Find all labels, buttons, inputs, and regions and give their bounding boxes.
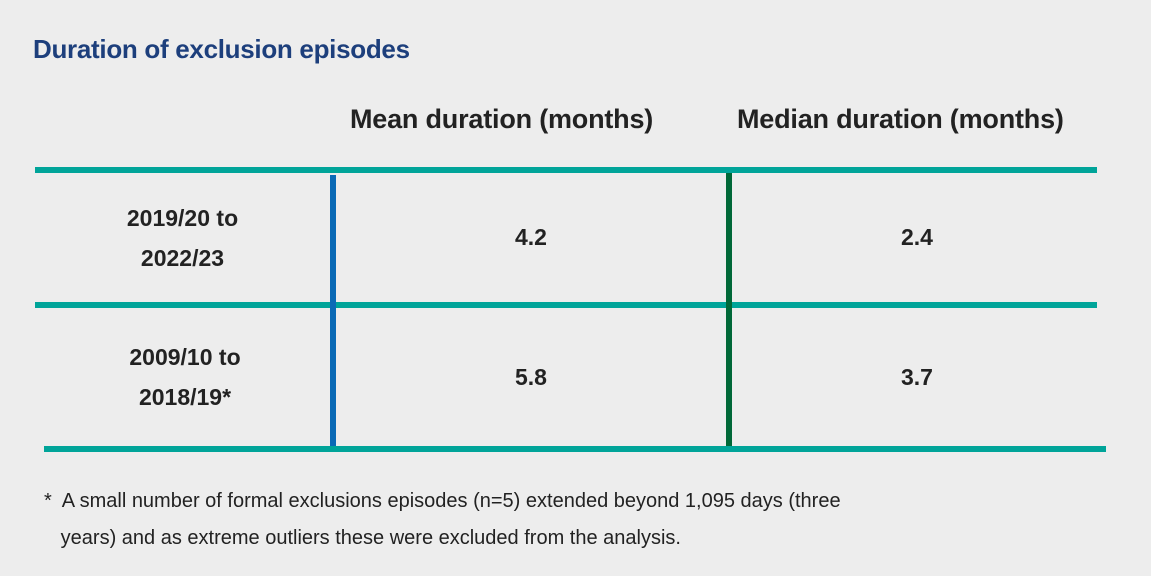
mean-value: 5.8 <box>515 364 547 390</box>
column-header-median: Median duration (months) <box>737 104 1064 134</box>
median-column-divider <box>726 173 732 446</box>
period-line-2: 2022/23 <box>140 244 225 271</box>
row-divider <box>35 302 1097 308</box>
bottom-rule <box>44 446 1106 452</box>
footnote: * A small number of formal exclusions ep… <box>44 483 1104 557</box>
median-value: 3.7 <box>901 364 933 390</box>
column-header-mean: Mean duration (months) <box>350 104 654 134</box>
median-value: 2.4 <box>901 223 933 250</box>
mean-column-divider <box>330 175 336 446</box>
table-title: Duration of exclusion episodes <box>33 34 410 64</box>
footnote-line-2: years) and as extreme outliers these wer… <box>44 527 681 549</box>
period-line-1: 2019/20 to <box>126 204 239 231</box>
table-row-period: 2009/10 to 2018/19* <box>40 308 330 446</box>
header-rule <box>35 167 1097 173</box>
period-line-1: 2009/10 to <box>129 344 241 370</box>
period-line-2: 2018/19* <box>138 384 232 410</box>
footnote-line-1: * A small number of formal exclusions ep… <box>44 490 841 512</box>
table-row-period: 2019/20 to 2022/23 <box>35 173 330 302</box>
mean-value: 4.2 <box>515 223 547 250</box>
